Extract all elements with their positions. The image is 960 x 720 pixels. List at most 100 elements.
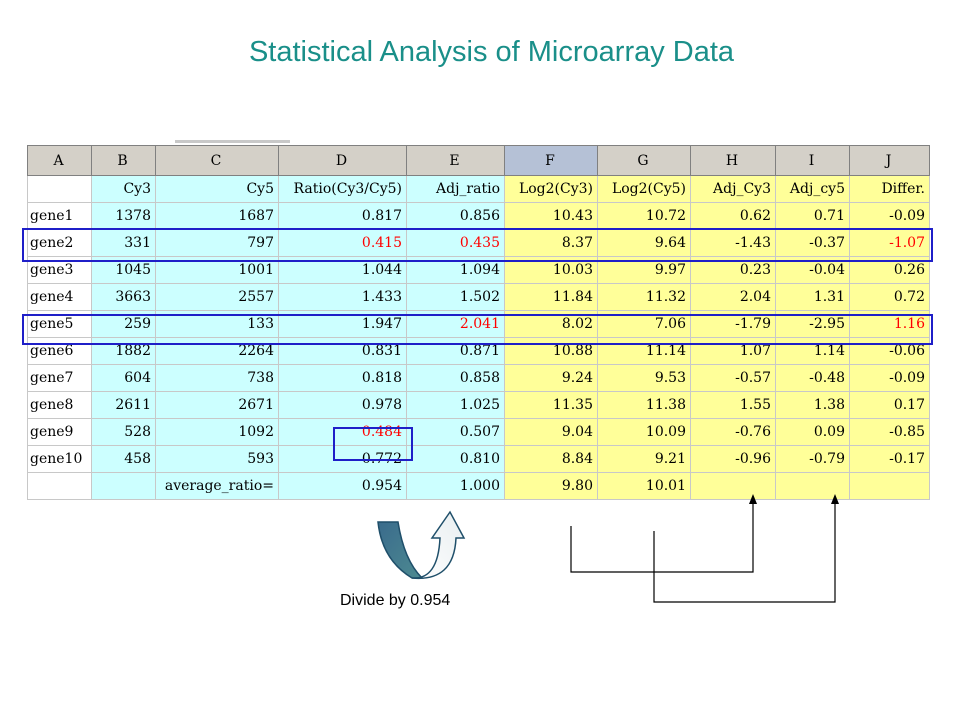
data-cell[interactable]: 2.04 [690, 283, 776, 311]
empty-cell[interactable] [27, 472, 92, 500]
data-cell[interactable]: 10.43 [504, 202, 598, 230]
column-header-j[interactable]: J [849, 145, 930, 176]
data-cell[interactable]: 1.31 [775, 283, 850, 311]
data-cell[interactable]: 0.72 [849, 283, 930, 311]
field-header-cell[interactable]: Differ. [849, 175, 930, 203]
data-cell[interactable]: 0.831 [278, 337, 407, 365]
data-cell[interactable]: -0.09 [849, 364, 930, 392]
data-cell[interactable]: 1.025 [406, 391, 505, 419]
empty-cell[interactable] [91, 472, 156, 500]
average-adj-ratio-cell[interactable]: 1.000 [406, 472, 505, 500]
field-header-cell[interactable]: Cy3 [91, 175, 156, 203]
data-cell[interactable]: 10.72 [597, 202, 691, 230]
table-row: gene7 604 738 0.818 0.858 9.24 9.53 -0.57 -0.48-… [27, 364, 930, 392]
data-cell[interactable]: 3663 [91, 283, 156, 311]
gene-label-cell[interactable]: gene10 [27, 445, 92, 473]
data-cell[interactable]: 458 [91, 445, 156, 473]
data-cell[interactable]: 593 [155, 445, 279, 473]
data-cell[interactable]: 9.04 [504, 418, 598, 446]
field-header-cell[interactable]: Adj_Cy3 [690, 175, 776, 203]
field-header-cell[interactable]: Cy5 [155, 175, 279, 203]
average-log2-cy3-cell[interactable]: 9.80 [504, 472, 598, 500]
empty-cell[interactable] [849, 472, 930, 500]
gene-label-cell[interactable]: gene2 [27, 229, 92, 257]
data-cell[interactable]: 1092 [155, 418, 279, 446]
data-cell[interactable]: -0.76 [690, 418, 776, 446]
table-row: gene4 3663 2557 1.433 1.502 11.84 11.32 2.04 1.3… [27, 283, 930, 311]
u-turn-arrow-right-arm [411, 510, 466, 580]
data-cell[interactable]: 1882 [91, 337, 156, 365]
table-row: gene9 528 1092 0.484 0.507 9.04 10.09 -0.76 0.09… [27, 418, 930, 446]
gene-label-cell[interactable]: gene6 [27, 337, 92, 365]
data-cell[interactable]: -0.06 [849, 337, 930, 365]
gene-label-cell[interactable]: gene4 [27, 283, 92, 311]
column-header-a[interactable]: A [27, 145, 92, 176]
average-row: average_ratio= 0.954 1.000 9.80 10.01 [27, 472, 930, 500]
empty-cell[interactable] [775, 472, 850, 500]
data-cell[interactable]: 0.09 [775, 418, 850, 446]
data-cell[interactable]: 2671 [155, 391, 279, 419]
data-cell[interactable]: 1.07 [690, 337, 776, 365]
data-cell[interactable]: 11.32 [597, 283, 691, 311]
field-header-cell[interactable]: Log2(Cy3) [504, 175, 598, 203]
gene2-row-highlight [22, 228, 933, 262]
average-label-cell[interactable]: average_ratio= [155, 472, 279, 500]
field-header-cell[interactable]: Adj_cy5 [775, 175, 850, 203]
data-cell[interactable]: 2264 [155, 337, 279, 365]
gene-label-cell[interactable]: gene9 [27, 418, 92, 446]
data-cell[interactable]: 797 [155, 229, 279, 257]
data-cell[interactable]: 1378 [91, 202, 156, 230]
data-cell[interactable]: -1.07 [849, 229, 930, 257]
average-log2-cy5-cell[interactable]: 10.01 [597, 472, 691, 500]
data-cell[interactable]: 0.415 [278, 229, 407, 257]
gene9-ratio-highlight [333, 427, 413, 461]
data-cell[interactable]: 11.14 [597, 337, 691, 365]
data-cell[interactable]: 331 [91, 229, 156, 257]
arrowhead-adjcy3 [749, 494, 757, 504]
gene-label-cell[interactable]: gene1 [27, 202, 92, 230]
u-turn-arrow-left-arm [377, 521, 424, 579]
column-header-f[interactable]: F [504, 145, 598, 176]
data-cell[interactable]: -1.43 [690, 229, 776, 257]
data-cell[interactable]: -0.85 [849, 418, 930, 446]
data-cell[interactable]: 10.88 [504, 337, 598, 365]
data-cell[interactable]: 9.64 [597, 229, 691, 257]
slide-title: Statistical Analysis of Microarray Data [248, 36, 735, 68]
data-cell[interactable]: 11.35 [504, 391, 598, 419]
data-cell[interactable]: 0.507 [406, 418, 505, 446]
data-cell[interactable]: 10.09 [597, 418, 691, 446]
column-header-h[interactable]: H [690, 145, 776, 176]
data-cell[interactable]: 8.37 [504, 229, 598, 257]
column-header-b[interactable]: B [91, 145, 156, 176]
gene-label-cell[interactable]: gene7 [27, 364, 92, 392]
table-row: gene6 1882 2264 0.831 0.871 10.88 11.14 1.07 1.1… [27, 337, 930, 365]
data-cell[interactable]: 604 [91, 364, 156, 392]
data-cell[interactable]: 2557 [155, 283, 279, 311]
data-cell[interactable]: 0.71 [775, 202, 850, 230]
column-header-g[interactable]: G [597, 145, 691, 176]
data-cell[interactable]: 0.978 [278, 391, 407, 419]
data-cell[interactable]: 8.84 [504, 445, 598, 473]
data-cell[interactable]: 0.817 [278, 202, 407, 230]
data-cell[interactable]: 1687 [155, 202, 279, 230]
field-header-cell[interactable] [27, 175, 92, 203]
column-header-c[interactable]: C [155, 145, 279, 176]
data-cell[interactable]: 11.38 [597, 391, 691, 419]
data-cell[interactable]: 0.871 [406, 337, 505, 365]
data-cell[interactable]: 0.856 [406, 202, 505, 230]
data-cell[interactable]: -0.79 [775, 445, 850, 473]
data-cell[interactable]: -0.09 [849, 202, 930, 230]
data-cell[interactable]: 0.62 [690, 202, 776, 230]
data-cell[interactable]: -0.17 [849, 445, 930, 473]
data-cell[interactable]: 1.14 [775, 337, 850, 365]
gene5-row-highlight [22, 314, 933, 345]
data-cell[interactable]: 1.55 [690, 391, 776, 419]
field-header-cell[interactable]: Log2(Cy5) [597, 175, 691, 203]
field-header-cell[interactable]: Ratio(Cy3/Cy5) [278, 175, 407, 203]
data-cell[interactable]: 11.84 [504, 283, 598, 311]
data-cell[interactable]: -0.57 [690, 364, 776, 392]
data-cell[interactable]: 9.24 [504, 364, 598, 392]
connector-log2cy3-to-adjcy3 [570, 502, 754, 573]
column-header-i[interactable]: I [775, 145, 850, 176]
